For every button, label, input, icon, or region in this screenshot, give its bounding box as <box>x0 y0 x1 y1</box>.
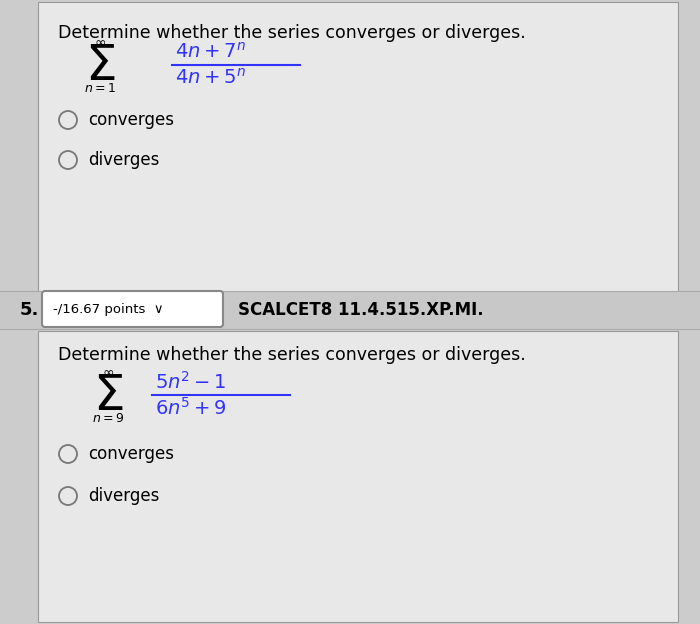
FancyBboxPatch shape <box>0 291 700 329</box>
Text: $n = 1$: $n = 1$ <box>84 82 116 94</box>
Text: $6n^5 + 9$: $6n^5 + 9$ <box>155 397 227 419</box>
Text: converges: converges <box>88 445 174 463</box>
Text: Determine whether the series converges or diverges.: Determine whether the series converges o… <box>58 24 526 42</box>
Text: SCALCET8 11.4.515.XP.MI.: SCALCET8 11.4.515.XP.MI. <box>238 301 484 319</box>
Circle shape <box>59 487 77 505</box>
Text: Determine whether the series converges or diverges.: Determine whether the series converges o… <box>58 346 526 364</box>
Text: $4n + 5^n$: $4n + 5^n$ <box>175 68 246 88</box>
Circle shape <box>59 151 77 169</box>
Text: diverges: diverges <box>88 487 160 505</box>
Text: $\Sigma$: $\Sigma$ <box>85 41 116 90</box>
FancyBboxPatch shape <box>38 331 678 622</box>
FancyBboxPatch shape <box>38 2 678 294</box>
Text: $4n + 7^n$: $4n + 7^n$ <box>175 42 246 62</box>
Text: $\Sigma$: $\Sigma$ <box>93 371 123 421</box>
Circle shape <box>59 445 77 463</box>
Text: $\infty$: $\infty$ <box>94 35 106 49</box>
Text: 5.: 5. <box>20 301 39 319</box>
Text: $5n^2 - 1$: $5n^2 - 1$ <box>155 371 227 393</box>
FancyBboxPatch shape <box>42 291 223 327</box>
Text: converges: converges <box>88 111 174 129</box>
Text: -/16.67 points  ∨: -/16.67 points ∨ <box>53 303 164 316</box>
Text: $n = 9$: $n = 9$ <box>92 412 124 426</box>
Circle shape <box>59 111 77 129</box>
Text: diverges: diverges <box>88 151 160 169</box>
Text: $\infty$: $\infty$ <box>102 365 114 379</box>
